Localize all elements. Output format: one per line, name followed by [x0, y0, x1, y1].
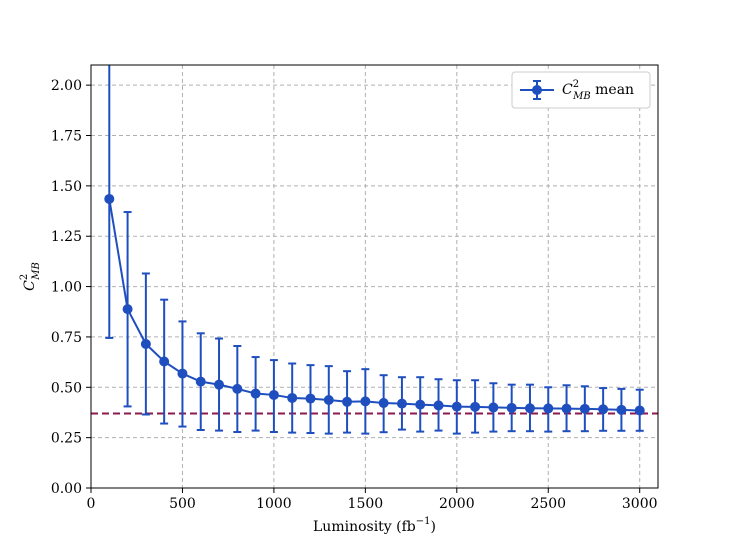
data-point — [360, 396, 371, 407]
data-point — [140, 338, 151, 349]
data-point — [232, 383, 243, 394]
legend-marker-dot — [532, 85, 542, 95]
y-axis: 0.00 0.25 0.50 0.75 1.00 1.25 1.50 1.75 2.00 — [51, 78, 91, 497]
data-point — [579, 403, 590, 414]
data-point — [415, 399, 426, 410]
y-tick-label: 0.50 — [51, 380, 82, 396]
data-point — [159, 356, 170, 367]
data-point — [433, 400, 444, 411]
x-axis: 0 500 1000 1500 2000 2500 3000 — [87, 488, 658, 512]
data-point — [214, 379, 225, 390]
plot-frame — [90, 64, 659, 489]
data-point — [378, 397, 389, 408]
data-point — [616, 404, 627, 415]
data-point — [122, 304, 133, 315]
data-point — [506, 402, 517, 413]
data-point — [342, 396, 353, 407]
x-tick-label: 3000 — [622, 496, 658, 512]
x-tick-label: 2000 — [439, 496, 475, 512]
data-point — [305, 393, 316, 404]
data-point — [287, 392, 298, 403]
legend-box — [511, 71, 651, 109]
x-tick-label: 2500 — [530, 496, 566, 512]
legend: C2 MB mean — [511, 71, 651, 109]
data-point — [470, 401, 481, 412]
y-axis-label: C2MB — [19, 262, 42, 291]
data-point — [543, 403, 554, 414]
y-tick-label: 1.50 — [51, 179, 82, 195]
legend-label: C2 MB mean — [562, 79, 634, 102]
series-line — [108, 198, 640, 412]
x-tick-label: 500 — [169, 496, 196, 512]
data-point — [524, 403, 535, 414]
data-point — [598, 404, 609, 415]
grid — [90, 65, 658, 489]
x-tick-label: 1000 — [256, 496, 292, 512]
data-point — [561, 403, 572, 414]
data-point — [323, 394, 334, 405]
y-tick-label: 2.00 — [51, 78, 82, 94]
x-axis-label: Luminosity (fb−1) — [313, 516, 436, 535]
y-tick-label: 0.75 — [51, 330, 82, 346]
data-point — [195, 376, 206, 387]
y-tick-label: 1.25 — [51, 229, 82, 245]
data-point — [634, 405, 645, 416]
data-point — [488, 402, 499, 413]
y-tick-label: 1.00 — [51, 280, 82, 296]
data-point — [451, 401, 462, 412]
data-point — [104, 193, 115, 204]
data-point — [250, 388, 261, 399]
y-tick-label: 1.75 — [51, 129, 82, 145]
x-tick-label: 1500 — [348, 496, 384, 512]
x-tick-label: 0 — [87, 496, 96, 512]
y-tick-label: 0.25 — [51, 431, 82, 447]
y-tick-label: 0.00 — [51, 481, 82, 497]
data-point — [396, 398, 407, 409]
data-point — [177, 368, 188, 379]
data-point — [268, 389, 279, 400]
series-group — [104, 65, 645, 435]
